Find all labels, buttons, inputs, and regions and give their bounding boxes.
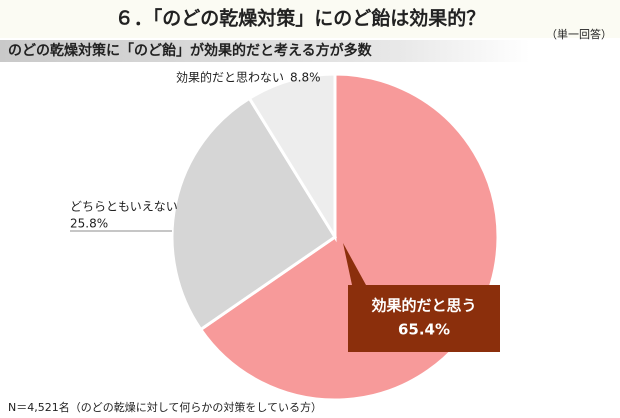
pie-slice [247,72,337,243]
subtitle-band [0,40,530,62]
answer-note: （単一回答） [546,27,612,41]
callout-box [343,243,500,352]
pie-slice [170,96,338,332]
chart-title: ６．「のどの乾燥対策」にのど飴は効果的？ [115,7,486,30]
header-background [0,0,620,38]
value-label: 65.4% [398,321,450,339]
category-label: 効果的だと思わない [176,70,284,85]
footnote: N＝4,521名（のどの乾燥に対して何らかの対策をしている方） [8,400,322,414]
category-label: どちらともいえない [70,200,178,214]
chart-subtitle: のどの乾燥対策に「のど飴」が効果的だと考える方が多数 [8,42,373,59]
value-label: 8.8% [290,71,321,85]
value-label: 25.8% [70,217,108,231]
category-label: 効果的だと思う [371,297,476,315]
